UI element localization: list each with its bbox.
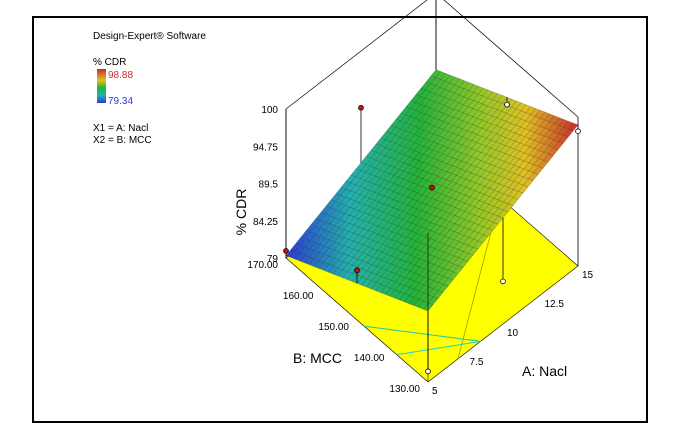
z-tick-label: 79: [267, 254, 279, 265]
legend-min-value: 79.34: [108, 96, 133, 107]
design-points: [283, 0, 581, 375]
y-tick-label: 130.00: [389, 384, 420, 395]
x-axis-title: A: Nacl: [522, 363, 567, 379]
z-axis-title: % CDR: [233, 189, 249, 236]
y-tick-label: 150.00: [318, 322, 349, 333]
software-label: Design-Expert® Software: [93, 31, 206, 42]
z-axis-ticks: 79 84.25 89.5 94.75 100: [253, 105, 278, 265]
design-point: [358, 104, 364, 111]
y-tick-label: 160.00: [283, 291, 314, 302]
x-tick-label: 12.5: [545, 299, 565, 310]
z-tick-label: 94.75: [253, 142, 278, 153]
legend-color-bar: [97, 69, 106, 103]
base-contour-line: [364, 325, 481, 342]
legend-factor-1: X1 = A: Nacl: [93, 123, 148, 134]
x-tick-label: 7.5: [470, 357, 484, 368]
design-point: [354, 267, 360, 274]
x-tick-label: 5: [432, 386, 438, 397]
design-point: [504, 101, 510, 108]
design-point: [500, 278, 506, 285]
bounding-box-edge: [443, 0, 579, 118]
x-axis-ticks: 5 7.5 10 12.5 15: [432, 270, 594, 397]
legend-response-label: % CDR: [93, 57, 126, 68]
design-point: [283, 248, 289, 254]
bounding-box-edge: [285, 0, 428, 110]
surface-plot: 79 84.25 89.5 94.75 100 130.00 140.00 15…: [233, 0, 594, 397]
z-tick-label: 84.25: [253, 217, 278, 228]
y-axis-ticks: 130.00 140.00 150.00 160.00 170.00: [247, 260, 420, 395]
design-point: [575, 128, 581, 134]
response-surface: [285, 69, 579, 312]
legend-factor-2: X2 = B: MCC: [93, 135, 152, 146]
z-tick-label: 89.5: [259, 180, 279, 191]
base-contour-line: [396, 340, 481, 356]
design-point: [425, 368, 431, 375]
y-axis-title: B: MCC: [293, 350, 342, 366]
y-tick-label: 170.00: [247, 260, 278, 271]
z-tick-label: 100: [261, 105, 278, 116]
y-tick-label: 140.00: [354, 353, 385, 364]
x-tick-label: 15: [582, 270, 594, 281]
x-tick-label: 10: [507, 328, 519, 339]
legend-max-value: 98.88: [108, 70, 133, 81]
design-point: [429, 184, 435, 191]
